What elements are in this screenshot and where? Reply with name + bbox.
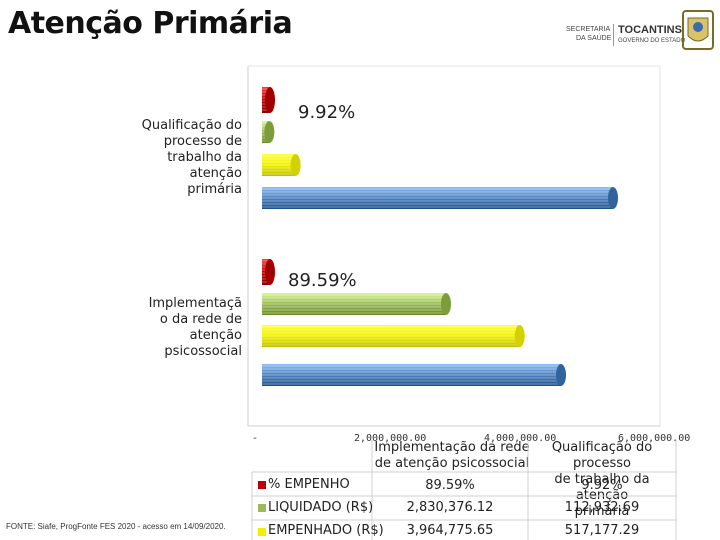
tocantins-logo: TOCANTINS [618, 24, 682, 36]
logo-area: SECRETARIA DA SAÚDE TOCANTINS GOVERNO DO… [560, 6, 720, 54]
legend-swatch-pct-empenho [258, 481, 266, 489]
table-row-label: LIQUIDADO (R$) [268, 500, 374, 515]
page-title: Atenção Primária [8, 6, 293, 41]
table-row-label: % EMPENHO [268, 477, 350, 492]
category-label-line: psicossocial [164, 344, 242, 359]
table-cell: 2,830,376.12 [406, 500, 494, 515]
bar-end-cap [608, 187, 618, 209]
table-header-line: de trabalho da atenção [554, 472, 650, 503]
bar-end-cap [264, 121, 275, 143]
bar-end-cap [556, 364, 566, 386]
category-label-line: Implementaçã [148, 296, 242, 311]
category-label-implementacao: Implementaçã o da rede de atenção psicos… [120, 296, 242, 360]
category-label-line: atenção [189, 166, 242, 181]
legend-swatch-empenhado [258, 528, 266, 536]
table-cell: 517,177.29 [564, 523, 640, 538]
x-tick-label: 4,000,000.00 [484, 433, 557, 444]
category-label-line: Qualificação do [141, 118, 242, 133]
x-tick-label: - [252, 433, 259, 444]
bar-end-cap [265, 259, 275, 285]
x-tick-label: 2,000,000.00 [354, 433, 427, 444]
coat-of-arms-icon [682, 10, 714, 50]
data-label-qualificacao: 9.92% [298, 102, 356, 123]
secretaria-logo-line1: SECRETARIA [566, 26, 611, 33]
data-label-implementacao: 89.59% [288, 270, 357, 291]
bar-end-cap [290, 154, 301, 176]
table-cell: 3,964,775.65 [406, 523, 494, 538]
table-cell: 89.59% [425, 478, 475, 493]
table-header-line: primária [574, 504, 630, 519]
table-header-line: Implementação da rede [374, 440, 530, 455]
category-label-line: atenção [189, 328, 242, 343]
bar-series-4-0 [262, 187, 613, 209]
bar-end-cap [514, 325, 525, 347]
category-label-line: trabalho da [167, 150, 242, 165]
bar-liquidado-r--1 [262, 293, 446, 315]
table-cell: 9.92% [581, 478, 623, 493]
logo-divider [613, 24, 614, 46]
legend-swatch-liquidado [258, 504, 266, 512]
table-row-label: EMPENHADO (R$) [268, 523, 384, 538]
bar-series-4-1 [262, 364, 561, 386]
source-note: FONTE: Siafe, ProgFonte FES 2020 - acess… [6, 522, 226, 531]
table-header-line: de atenção psicossocial [374, 456, 530, 471]
bar-end-cap [265, 87, 275, 113]
secretaria-logo-line2: DA SAÚDE [576, 35, 612, 42]
governo-logo: GOVERNO DO ESTADO [618, 38, 686, 44]
bar-empenhado-r--0 [262, 154, 296, 176]
category-label-line: processo de [163, 134, 242, 149]
table-column-header: Implementação da rede de atenção psicoss… [372, 440, 532, 472]
table-header-line: Qualificação do processo [551, 440, 653, 471]
category-label-line: primária [187, 182, 242, 197]
category-label-line: o da rede de [159, 312, 242, 327]
bar-end-cap [440, 293, 451, 315]
table-column-header: Qualificação do processo de trabalho da … [528, 440, 676, 520]
table-cell: 112,932.69 [564, 500, 640, 515]
category-label-qualificacao: Qualificação do processo de trabalho da … [120, 118, 242, 198]
bar-empenhado-r--1 [262, 325, 520, 347]
x-tick-label: 6,000,000.00 [618, 433, 691, 444]
